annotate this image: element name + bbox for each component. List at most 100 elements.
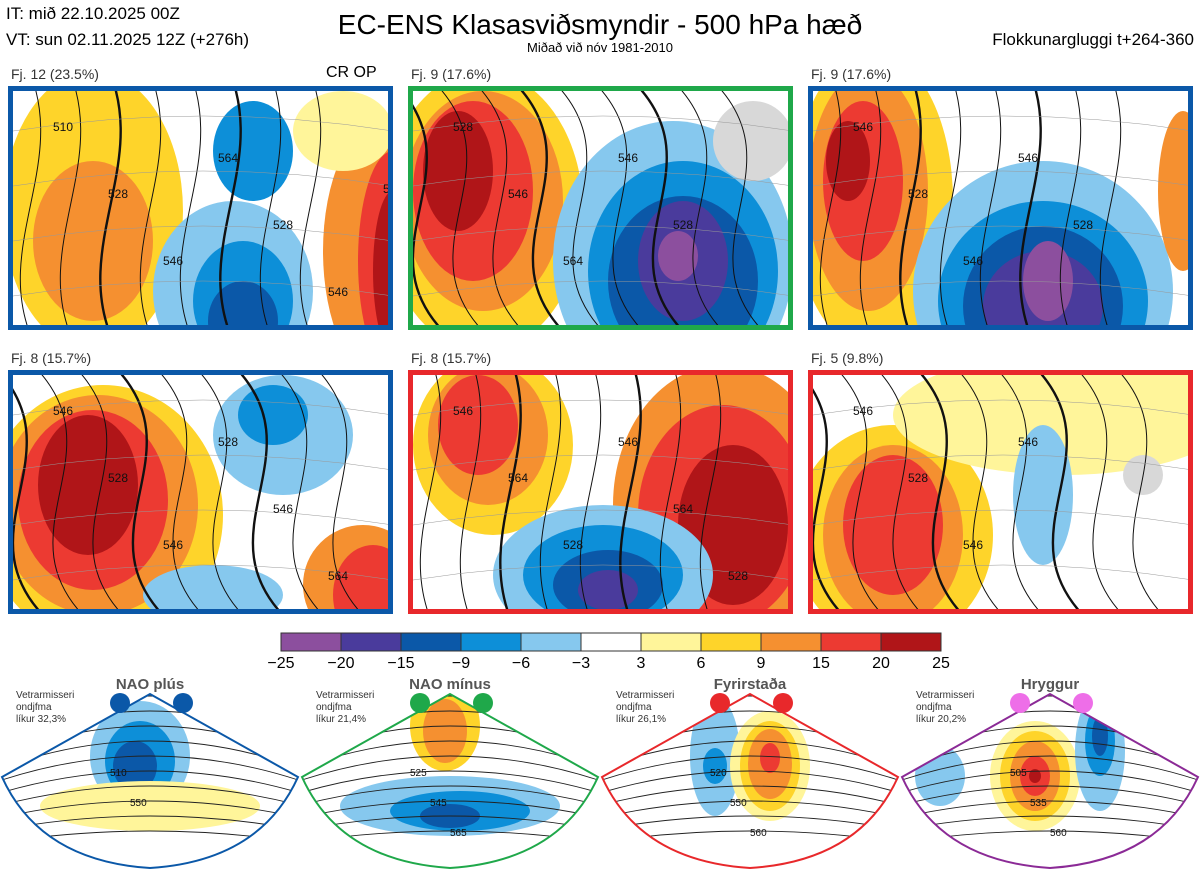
contour-label: 546 [163, 538, 183, 552]
regime-prob: líkur 20,2% [916, 714, 967, 725]
colorbar-tick-label: −3 [571, 655, 591, 672]
colorbar-swatch [280, 632, 342, 652]
contour-label: 528 [108, 471, 128, 485]
graticule [413, 280, 788, 297]
graticule [13, 454, 388, 471]
height-contour [902, 770, 1198, 797]
height-contour [302, 770, 598, 797]
height-contour [1081, 375, 1119, 609]
regime-note: Vetrarmisseri ondjfma líkur 26,1% [616, 690, 696, 726]
page-title: EC-ENS Klasasviðsmyndir - 500 hPa hæð [337, 9, 863, 40]
graticule [13, 225, 388, 242]
height-contour [2, 770, 298, 797]
graticule [813, 170, 1188, 187]
anomaly-blob [33, 161, 153, 321]
height-contour [1019, 91, 1042, 325]
graticule [813, 225, 1188, 242]
regime-marker-dot [110, 693, 130, 713]
cluster-label: Fj. 12 (23.5%) [11, 66, 99, 82]
graticule [813, 454, 1188, 471]
colorbar-swatch [820, 632, 882, 652]
anomaly-blob [238, 385, 308, 445]
height-contour [920, 375, 960, 609]
contour-label: 565 [450, 828, 467, 839]
cluster-map: 528 546 564 546 528 [408, 86, 793, 330]
height-contour [539, 375, 562, 609]
height-contour [1040, 375, 1080, 609]
height-contour [2, 800, 298, 821]
regime-title: NAO mínus [409, 676, 491, 693]
graticule [413, 115, 788, 132]
colorbar-swatch [580, 632, 642, 652]
regime-marker-dot [410, 693, 430, 713]
anomaly-blob [1023, 241, 1073, 321]
regime-title: Hryggur [1020, 676, 1080, 693]
contour-label: 528 [108, 187, 128, 201]
contour-label: 525 [410, 768, 427, 779]
height-contour [59, 91, 82, 325]
regime-season: Vetrarmisseri [916, 690, 975, 701]
graticule [413, 509, 788, 526]
height-contour [881, 375, 919, 609]
page-subtitle: Miðað við nóv 1981-2010 [527, 40, 673, 55]
height-contour [602, 785, 898, 809]
anomaly-blob [1013, 425, 1073, 565]
height-contour [659, 375, 682, 609]
contour-label: 528 [908, 471, 928, 485]
height-contour [441, 91, 479, 325]
height-contour [819, 91, 842, 325]
contour-label: 505 [1010, 768, 1027, 779]
anomaly-blob [760, 743, 780, 773]
contour-label: 546 [508, 187, 528, 201]
contour-label: 528 [673, 218, 693, 232]
contour-label: 546 [618, 435, 638, 449]
anomaly-blob [1092, 716, 1108, 756]
height-contour [281, 375, 319, 609]
colorbar-tick-label: −15 [387, 655, 415, 672]
height-contour [520, 91, 560, 325]
height-contour [120, 375, 160, 609]
regime-0: 510 550 NAO plús Vetrarmisseri ondjfma líkur … [0, 676, 300, 871]
graticule [13, 170, 388, 187]
anomaly-blob [826, 121, 870, 201]
height-contour [302, 800, 598, 821]
regime-season: Vetrarmisseri [316, 690, 375, 701]
regime-marker-dot [773, 693, 793, 713]
height-contour [602, 770, 898, 797]
contour-label: 546 [273, 502, 293, 516]
height-contour [2, 755, 298, 785]
height-contour [161, 375, 199, 609]
regime-outline [900, 692, 1200, 870]
anomaly-blob [893, 375, 1188, 475]
colorbar-swatch [460, 632, 522, 652]
height-contour [579, 375, 602, 609]
contour-label: 545 [430, 798, 447, 809]
colorbar-swatch [880, 632, 942, 652]
valid-time: VT: sun 02.11.2025 12Z (+276h) [6, 30, 250, 49]
graticule [813, 509, 1188, 526]
regime-outline [600, 692, 900, 870]
contour-label: 564 [328, 569, 348, 583]
contour-label: 546 [163, 254, 183, 268]
colorbar-tick-label: 25 [932, 655, 950, 672]
initial-time: IT: mið 22.10.2025 00Z [6, 4, 180, 23]
graticule [813, 564, 1188, 581]
colorbar-tick-label: 20 [872, 655, 890, 672]
height-contour [299, 91, 322, 325]
height-contour [179, 91, 202, 325]
graticule [813, 115, 1188, 132]
graticule [13, 115, 388, 132]
regime-marker-dot [710, 693, 730, 713]
contour-label: 546 [1018, 151, 1038, 165]
colorbar-swatch [340, 632, 402, 652]
height-contour [201, 375, 239, 609]
colorbar-tick-label: 6 [696, 655, 706, 672]
anomaly-blob [578, 570, 638, 609]
contour-label: 564 [563, 254, 583, 268]
regime-marker-dot [1073, 693, 1093, 713]
colorbar-tick-label: −6 [511, 655, 531, 672]
anomaly-blob [1029, 769, 1041, 783]
contour-label: 528 [1073, 218, 1093, 232]
contour-label: 564 [218, 151, 238, 165]
contour-label: 560 [750, 828, 767, 839]
